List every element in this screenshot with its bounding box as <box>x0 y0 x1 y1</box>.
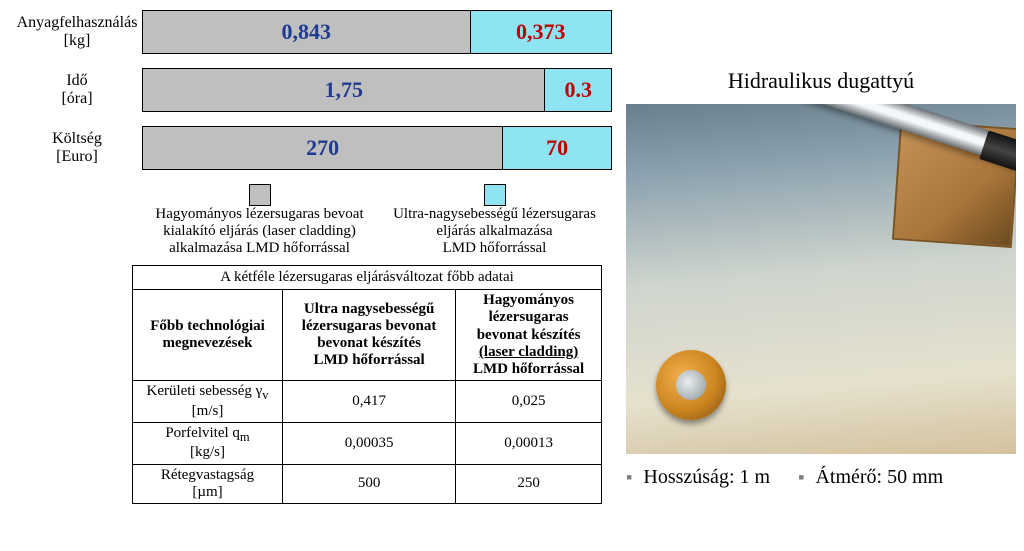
right-column: Hidraulikus dugattyú ▪ Hosszúság: 1 m ▪ … <box>626 10 1016 504</box>
legend-cyan-line: eljárás alkalmazása <box>436 223 552 239</box>
piston-photo <box>626 104 1016 454</box>
swatch-cyan <box>484 184 506 206</box>
legend: Hagyományos lézersugaras bevoat kialakít… <box>142 184 612 257</box>
table-col2-header: Hagyományos lézersugaras bevonat készíté… <box>456 290 602 381</box>
row-label: Rétegvastagság [µm] <box>133 464 283 504</box>
table-caption: A kétféle lézersugaras eljárásváltozat f… <box>132 265 602 289</box>
bar-row: Költség[Euro]27070 <box>12 126 612 170</box>
bar-track: 0,8430,373 <box>142 10 612 54</box>
page: Anyagfelhasználás[kg]0,8430,373Idő[óra]1… <box>12 10 1012 504</box>
bar-chart: Anyagfelhasználás[kg]0,8430,373Idő[óra]1… <box>12 10 612 170</box>
bar-segment-gray: 1,75 <box>143 69 545 111</box>
bar-label: Anyagfelhasználás[kg] <box>12 14 142 51</box>
bar-track: 27070 <box>142 126 612 170</box>
bar-segment-gray: 270 <box>143 127 503 169</box>
table-col0-header: Főbb technológiai megnevezések <box>133 290 283 381</box>
legend-cyan-line: LMD hőforrással <box>443 240 547 256</box>
left-column: Anyagfelhasználás[kg]0,8430,373Idő[óra]1… <box>12 10 612 504</box>
table-header-row: Főbb technológiai megnevezések Ultra nag… <box>133 290 602 381</box>
bar-label: Költség[Euro] <box>12 130 142 167</box>
cell: 0,00035 <box>283 422 456 464</box>
legend-gray-line: alkalmazása LMD hőforrással <box>169 240 350 256</box>
data-table: A kétféle lézersugaras eljárásváltozat f… <box>132 265 602 504</box>
bar-segment-gray: 0,843 <box>143 11 471 53</box>
legend-cyan: Ultra-nagysebességű lézersugaras eljárás… <box>377 184 612 257</box>
cell: 0,00013 <box>456 422 602 464</box>
table-col1-header: Ultra nagysebességű lézersugaras bevonat… <box>283 290 456 381</box>
dim-diameter: ▪ Átmérő: 50 mm <box>798 466 943 489</box>
row-label: Kerületi sebesség γv [m/s] <box>133 381 283 423</box>
table-row: Porfelvitel qm [kg/s] 0,00035 0,00013 <box>133 422 602 464</box>
legend-gray-line: kialakító eljárás (laser cladding) <box>163 223 356 239</box>
bar-track: 1,750.3 <box>142 68 612 112</box>
dim-length: ▪ Hosszúság: 1 m <box>626 466 770 489</box>
legend-cyan-line: Ultra-nagysebességű lézersugaras <box>393 206 596 222</box>
bar-segment-cyan: 0.3 <box>545 69 611 111</box>
dimensions: ▪ Hosszúság: 1 m ▪ Átmérő: 50 mm <box>626 466 1016 489</box>
bar-segment-cyan: 0,373 <box>471 11 611 53</box>
bar-row: Anyagfelhasználás[kg]0,8430,373 <box>12 10 612 54</box>
legend-gray-line: Hagyományos lézersugaras bevoat <box>155 206 363 222</box>
cell: 250 <box>456 464 602 504</box>
cell: 500 <box>283 464 456 504</box>
piston-eye-joint <box>656 350 726 420</box>
photo-title: Hidraulikus dugattyú <box>626 68 1016 94</box>
cell: 0,025 <box>456 381 602 423</box>
swatch-gray <box>249 184 271 206</box>
bar-label: Idő[óra] <box>12 72 142 109</box>
table-row: Kerületi sebesség γv [m/s] 0,417 0,025 <box>133 381 602 423</box>
cell: 0,417 <box>283 381 456 423</box>
legend-gray: Hagyományos lézersugaras bevoat kialakít… <box>142 184 377 257</box>
bullet-icon: ▪ <box>798 467 804 487</box>
bar-row: Idő[óra]1,750.3 <box>12 68 612 112</box>
row-label: Porfelvitel qm [kg/s] <box>133 422 283 464</box>
bar-segment-cyan: 70 <box>503 127 611 169</box>
bullet-icon: ▪ <box>626 467 632 487</box>
table-row: Rétegvastagság [µm] 500 250 <box>133 464 602 504</box>
